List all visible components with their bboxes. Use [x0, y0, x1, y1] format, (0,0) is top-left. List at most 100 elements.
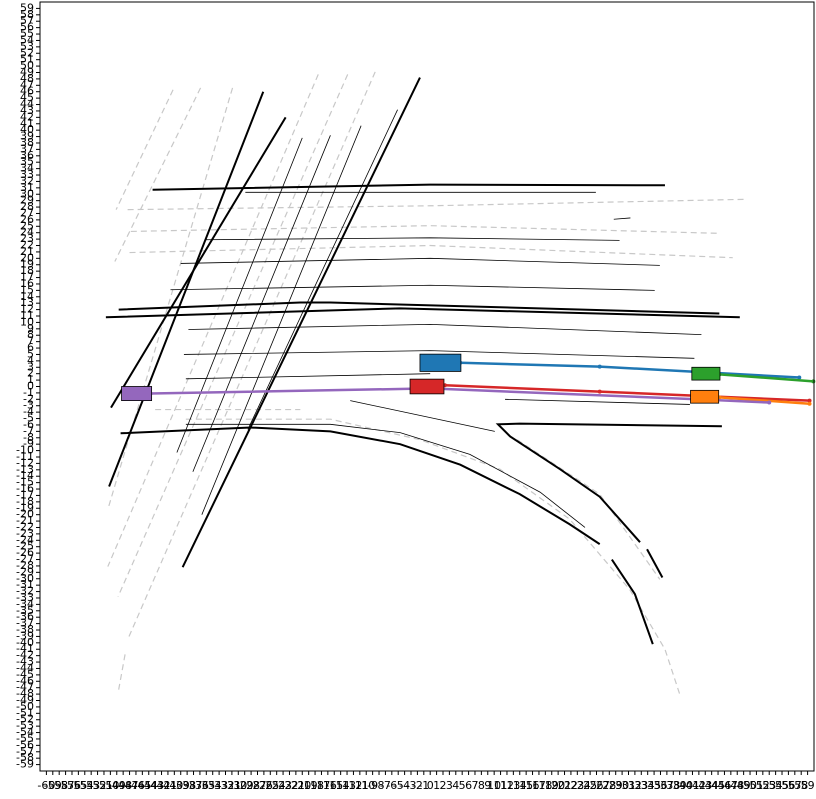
lane-line: [130, 225, 720, 234]
y-tick-label: -48: [16, 687, 34, 700]
x-tick-label: 43: [698, 779, 712, 792]
y-tick-label: -11: [16, 450, 34, 463]
y-tick-label: 51: [20, 53, 34, 66]
x-tick-label: -24: [268, 779, 286, 792]
y-tick-label: 7: [27, 335, 34, 348]
lane-line: [247, 109, 398, 430]
x-tick-label: 55: [775, 779, 789, 792]
y-tick-label: -12: [16, 456, 34, 469]
x-tick-label: 42: [692, 779, 706, 792]
lane-line: [114, 87, 202, 262]
y-tick-label: -3: [23, 399, 34, 412]
x-tick-label: -59: [44, 779, 62, 792]
x-tick-label: -44: [140, 779, 158, 792]
x-tick-label: 27: [596, 779, 610, 792]
lane-line: [107, 87, 234, 510]
x-tick-label: 2: [439, 779, 446, 792]
y-tick-label: -4: [23, 405, 34, 418]
x-tick-label: -40: [165, 779, 183, 792]
y-tick-label: -51: [16, 706, 34, 719]
x-tick-label: -31: [223, 779, 241, 792]
x-tick-label: -15: [325, 779, 343, 792]
x-tick-label: -46: [127, 779, 145, 792]
y-tick-label: -38: [16, 623, 34, 636]
trajectory-point: [811, 379, 816, 384]
y-tick-label: -46: [16, 674, 34, 687]
lane-line: [117, 74, 349, 597]
y-tick-label: -29: [16, 565, 34, 578]
x-tick-label: -49: [108, 779, 126, 792]
y-tick-label: 17: [20, 271, 34, 284]
y-tick-label: 42: [20, 110, 34, 123]
y-tick-label: 35: [20, 155, 34, 168]
lane-line: [205, 237, 620, 241]
y-tick-label: -36: [16, 610, 34, 623]
y-tick-label: 33: [20, 168, 34, 181]
x-tick-label: 13: [506, 779, 520, 792]
x-tick-label: -26: [255, 779, 273, 792]
lane-line: [505, 398, 690, 405]
x-tick-label: -41: [159, 779, 177, 792]
x-tick-label: 59: [801, 779, 815, 792]
y-tick-label: -28: [16, 559, 34, 572]
x-tick-label: -8: [374, 779, 385, 792]
x-tick-label: -38: [178, 779, 196, 792]
trajectory-point: [597, 389, 602, 394]
y-tick-label: -13: [16, 463, 34, 476]
y-tick-label: -45: [16, 668, 34, 681]
lane-line: [107, 74, 319, 567]
y-tick-label: -37: [16, 617, 34, 630]
lane-line: [201, 125, 362, 515]
x-tick-label: -3: [406, 779, 417, 792]
x-tick-label: -23: [274, 779, 292, 792]
x-tick-label: 4: [452, 779, 459, 792]
y-tick-label: 55: [20, 27, 34, 40]
y-tick-label: -30: [16, 572, 34, 585]
y-tick-label: 22: [20, 239, 34, 252]
x-tick-label: 17: [532, 779, 546, 792]
x-tick-label: -14: [332, 779, 350, 792]
x-tick-label: 30: [615, 779, 629, 792]
y-tick-label: 25: [20, 219, 34, 232]
y-tick-label: 43: [20, 104, 34, 117]
y-tick-label: -34: [16, 597, 34, 610]
lane-line: [611, 558, 654, 645]
y-tick-label: 6: [27, 341, 34, 354]
x-tick-label: 38: [666, 779, 680, 792]
y-tick-label: 16: [20, 277, 34, 290]
vehicle: [691, 366, 721, 381]
y-tick-label: -39: [16, 629, 34, 642]
lane-line: [127, 71, 376, 640]
lane-line: [350, 400, 495, 432]
x-tick-label: 29: [609, 779, 623, 792]
y-tick-label: 40: [20, 123, 34, 136]
x-tick-label: 6: [465, 779, 472, 792]
x-tick-label: -36: [191, 779, 209, 792]
y-tick-label: -57: [16, 745, 34, 758]
y-tick-label: 57: [20, 14, 34, 27]
x-tick-label: -60: [37, 779, 55, 792]
x-tick-label: -54: [76, 779, 94, 792]
y-tick-label: 11: [20, 309, 34, 322]
x-tick-label: 5: [459, 779, 466, 792]
x-tick-label: -57: [57, 779, 75, 792]
trajectory-point: [797, 375, 802, 380]
lane-line: [170, 284, 655, 291]
y-tick-label: -5: [23, 412, 34, 425]
x-tick-label: -56: [63, 779, 81, 792]
y-tick-label: 1: [27, 373, 34, 386]
y-tick-label: 34: [20, 162, 34, 175]
lane-line: [115, 89, 174, 210]
x-tick-label: 15: [519, 779, 533, 792]
x-tick-label: 18: [538, 779, 552, 792]
y-tick-label: -10: [16, 444, 34, 457]
y-tick-label: -17: [16, 488, 34, 501]
y-tick-label: 24: [20, 226, 34, 239]
x-tick-label: 44: [705, 779, 719, 792]
x-tick-label: 23: [570, 779, 584, 792]
lane-line: [127, 198, 744, 211]
y-tick-label: 19: [20, 258, 34, 271]
x-tick-label: 14: [513, 779, 527, 792]
y-tick-label: 59: [20, 1, 34, 14]
trajectory-point: [597, 364, 602, 369]
